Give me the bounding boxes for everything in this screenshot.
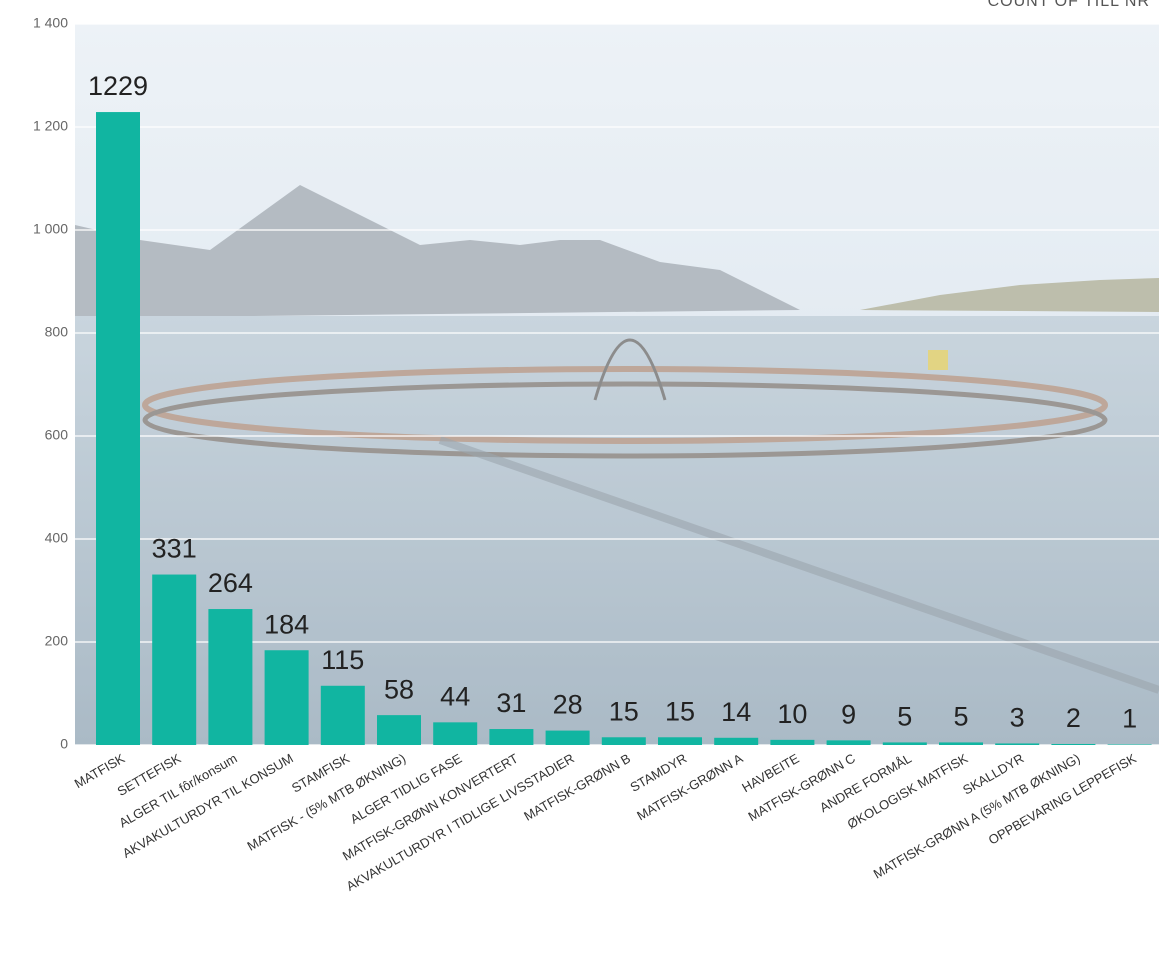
bar [882, 742, 927, 745]
bar [208, 609, 253, 745]
bar [433, 722, 478, 745]
bar [320, 685, 365, 745]
chart-title: COUNT OF TILL NR [988, 0, 1150, 10]
y-tick-label: 600 [45, 427, 69, 443]
value-label: 58 [384, 674, 414, 704]
value-label: 10 [777, 699, 807, 729]
value-label: 1 [1122, 704, 1137, 734]
background-photo [75, 24, 1159, 745]
photo-overlay [75, 24, 1159, 745]
bar [264, 650, 309, 745]
x-tick-label: MATFISK-GRØNN B [521, 751, 633, 824]
bar [489, 729, 534, 745]
value-label: 3 [1010, 703, 1025, 733]
value-label: 44 [440, 681, 470, 711]
value-label: 28 [553, 690, 583, 720]
value-label: 15 [665, 696, 695, 726]
value-label: 5 [897, 702, 912, 732]
value-label: 264 [208, 568, 253, 598]
y-tick-label: 200 [45, 633, 69, 649]
bar [658, 737, 702, 745]
y-tick-label: 1 000 [33, 221, 68, 237]
value-label: 331 [152, 534, 197, 564]
x-tick-label: MATFISK-GRØNN A [634, 750, 745, 823]
bar [601, 737, 646, 745]
value-label: 1229 [88, 71, 148, 101]
value-label: 115 [321, 645, 364, 675]
value-label: 31 [496, 688, 526, 718]
bar [152, 574, 197, 745]
bar [826, 740, 871, 745]
bar [714, 737, 759, 745]
value-label: 184 [264, 609, 309, 639]
y-tick-label: 800 [45, 324, 69, 340]
value-label: 5 [953, 702, 968, 732]
bar [995, 743, 1040, 745]
y-tick-label: 400 [45, 530, 69, 546]
value-label: 14 [721, 697, 751, 727]
y-tick-label: 1 400 [33, 15, 68, 31]
value-label: 2 [1066, 703, 1081, 733]
bar [1107, 744, 1152, 745]
bar [96, 112, 140, 745]
bar [545, 730, 590, 745]
value-label: 15 [609, 696, 639, 726]
y-tick-label: 0 [60, 736, 68, 752]
bar [939, 742, 983, 745]
bar [377, 715, 421, 745]
x-tick-label: MATFISK-GRØNN A (5% MTB ØKNING) [871, 751, 1083, 882]
bar [1051, 743, 1096, 745]
value-label: 9 [841, 699, 856, 729]
bar [770, 739, 815, 745]
y-tick-label: 1 200 [33, 118, 68, 134]
